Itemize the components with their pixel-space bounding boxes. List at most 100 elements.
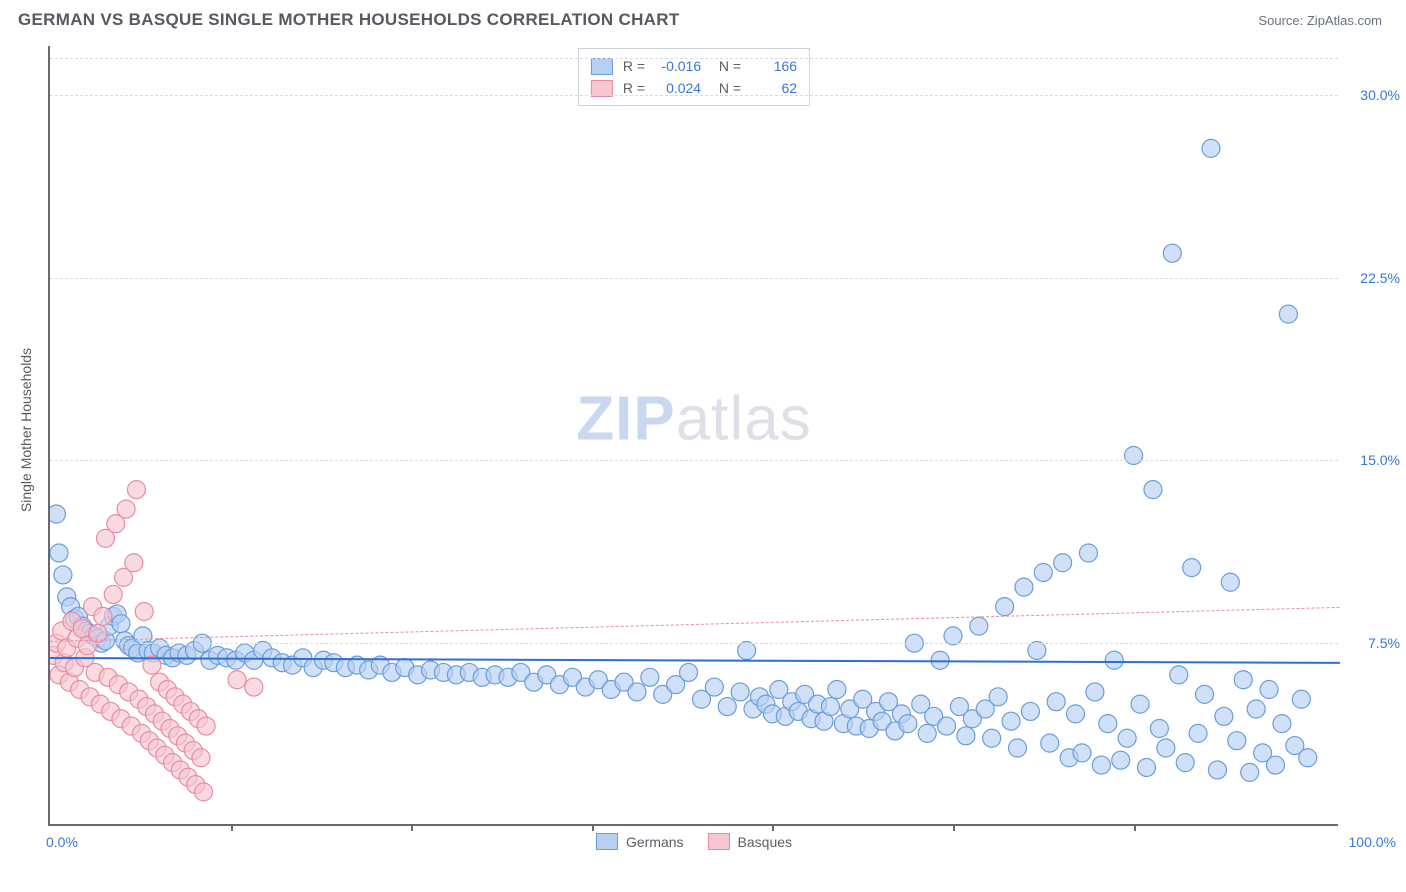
data-point-germans	[563, 668, 581, 686]
data-point-germans	[1150, 720, 1168, 738]
x-tick-mark	[411, 824, 413, 831]
data-point-basques	[164, 754, 182, 772]
data-point-basques	[58, 639, 76, 657]
data-point-germans	[1234, 671, 1252, 689]
data-point-basques	[187, 776, 205, 794]
data-point-germans	[1028, 642, 1046, 660]
data-point-basques	[71, 681, 89, 699]
watermark-atlas: atlas	[676, 385, 812, 454]
y-axis-label: Single Mother Households	[18, 348, 34, 512]
data-point-germans	[58, 588, 76, 606]
data-point-germans	[654, 685, 672, 703]
legend-item-germans: Germans	[596, 833, 684, 850]
data-point-germans	[551, 676, 569, 694]
data-point-germans	[957, 727, 975, 745]
data-point-germans	[705, 678, 723, 696]
data-point-germans	[680, 663, 698, 681]
data-point-basques	[117, 500, 135, 518]
data-point-germans	[1092, 756, 1110, 774]
data-point-germans	[434, 663, 452, 681]
data-point-germans	[525, 673, 543, 691]
data-point-germans	[1221, 573, 1239, 591]
data-point-germans	[1086, 683, 1104, 701]
data-point-germans	[641, 668, 659, 686]
data-point-germans	[1202, 139, 1220, 157]
data-point-germans	[1009, 739, 1027, 757]
data-point-basques	[99, 668, 117, 686]
data-point-basques	[109, 676, 127, 694]
data-point-germans	[1215, 707, 1233, 725]
data-point-basques	[60, 673, 78, 691]
data-point-basques	[96, 529, 114, 547]
data-point-germans	[796, 685, 814, 703]
data-point-germans	[892, 705, 910, 723]
data-point-basques	[130, 690, 148, 708]
data-point-germans	[776, 707, 794, 725]
data-point-germans	[880, 693, 898, 711]
swatch-germans	[591, 58, 613, 75]
data-point-basques	[145, 705, 163, 723]
data-point-basques	[156, 746, 174, 764]
x-tick-mark	[953, 824, 955, 831]
data-point-germans	[1279, 305, 1297, 323]
data-point-germans	[50, 544, 68, 562]
data-point-germans	[925, 707, 943, 725]
data-point-germans	[325, 654, 343, 672]
data-point-basques	[115, 568, 133, 586]
data-point-germans	[447, 666, 465, 684]
data-point-germans	[718, 698, 736, 716]
data-point-germans	[245, 651, 263, 669]
data-point-basques	[63, 612, 81, 630]
data-point-germans	[124, 639, 142, 657]
data-point-basques	[138, 698, 156, 716]
data-point-germans	[134, 627, 152, 645]
gridline	[50, 58, 1338, 59]
data-point-germans	[112, 615, 130, 633]
data-point-germans	[602, 681, 620, 699]
data-point-germans	[1176, 754, 1194, 772]
data-point-germans	[1163, 244, 1181, 262]
data-point-basques	[102, 702, 120, 720]
data-point-basques	[176, 734, 194, 752]
data-point-germans	[486, 666, 504, 684]
data-point-germans	[1034, 564, 1052, 582]
data-point-germans	[576, 678, 594, 696]
correlation-legend: R = -0.016 N = 166 R = 0.024 N = 62	[578, 48, 810, 106]
data-point-germans	[85, 627, 103, 645]
data-point-germans	[731, 683, 749, 701]
data-point-germans	[1208, 761, 1226, 779]
data-point-basques	[184, 741, 202, 759]
data-point-germans	[499, 668, 517, 686]
data-point-germans	[770, 681, 788, 699]
source-attribution: Source: ZipAtlas.com	[1258, 13, 1382, 28]
data-point-germans	[1073, 744, 1091, 762]
data-point-germans	[1247, 700, 1265, 718]
data-point-germans	[512, 663, 530, 681]
data-point-basques	[135, 603, 153, 621]
data-point-basques	[53, 622, 71, 640]
plot-area: ZIPatlas R = -0.016 N = 166 R = 0.024 N …	[48, 46, 1338, 826]
data-point-germans	[54, 566, 72, 584]
watermark: ZIPatlas	[576, 384, 811, 455]
data-point-germans	[841, 700, 859, 718]
data-point-germans	[938, 717, 956, 735]
data-point-germans	[409, 666, 427, 684]
data-point-basques	[161, 720, 179, 738]
data-point-germans	[899, 715, 917, 733]
data-point-germans	[847, 717, 865, 735]
data-point-basques	[120, 683, 138, 701]
data-point-germans	[73, 617, 91, 635]
data-point-basques	[107, 515, 125, 533]
data-point-germans	[918, 724, 936, 742]
data-point-germans	[912, 695, 930, 713]
data-point-basques	[192, 749, 210, 767]
data-point-germans	[867, 702, 885, 720]
data-point-germans	[538, 666, 556, 684]
data-point-basques	[86, 663, 104, 681]
data-point-germans	[821, 698, 839, 716]
data-point-germans	[860, 720, 878, 738]
data-point-germans	[336, 659, 354, 677]
data-point-germans	[667, 676, 685, 694]
data-point-germans	[1273, 715, 1291, 733]
chart-header: GERMAN VS BASQUE SINGLE MOTHER HOUSEHOLD…	[0, 0, 1406, 38]
